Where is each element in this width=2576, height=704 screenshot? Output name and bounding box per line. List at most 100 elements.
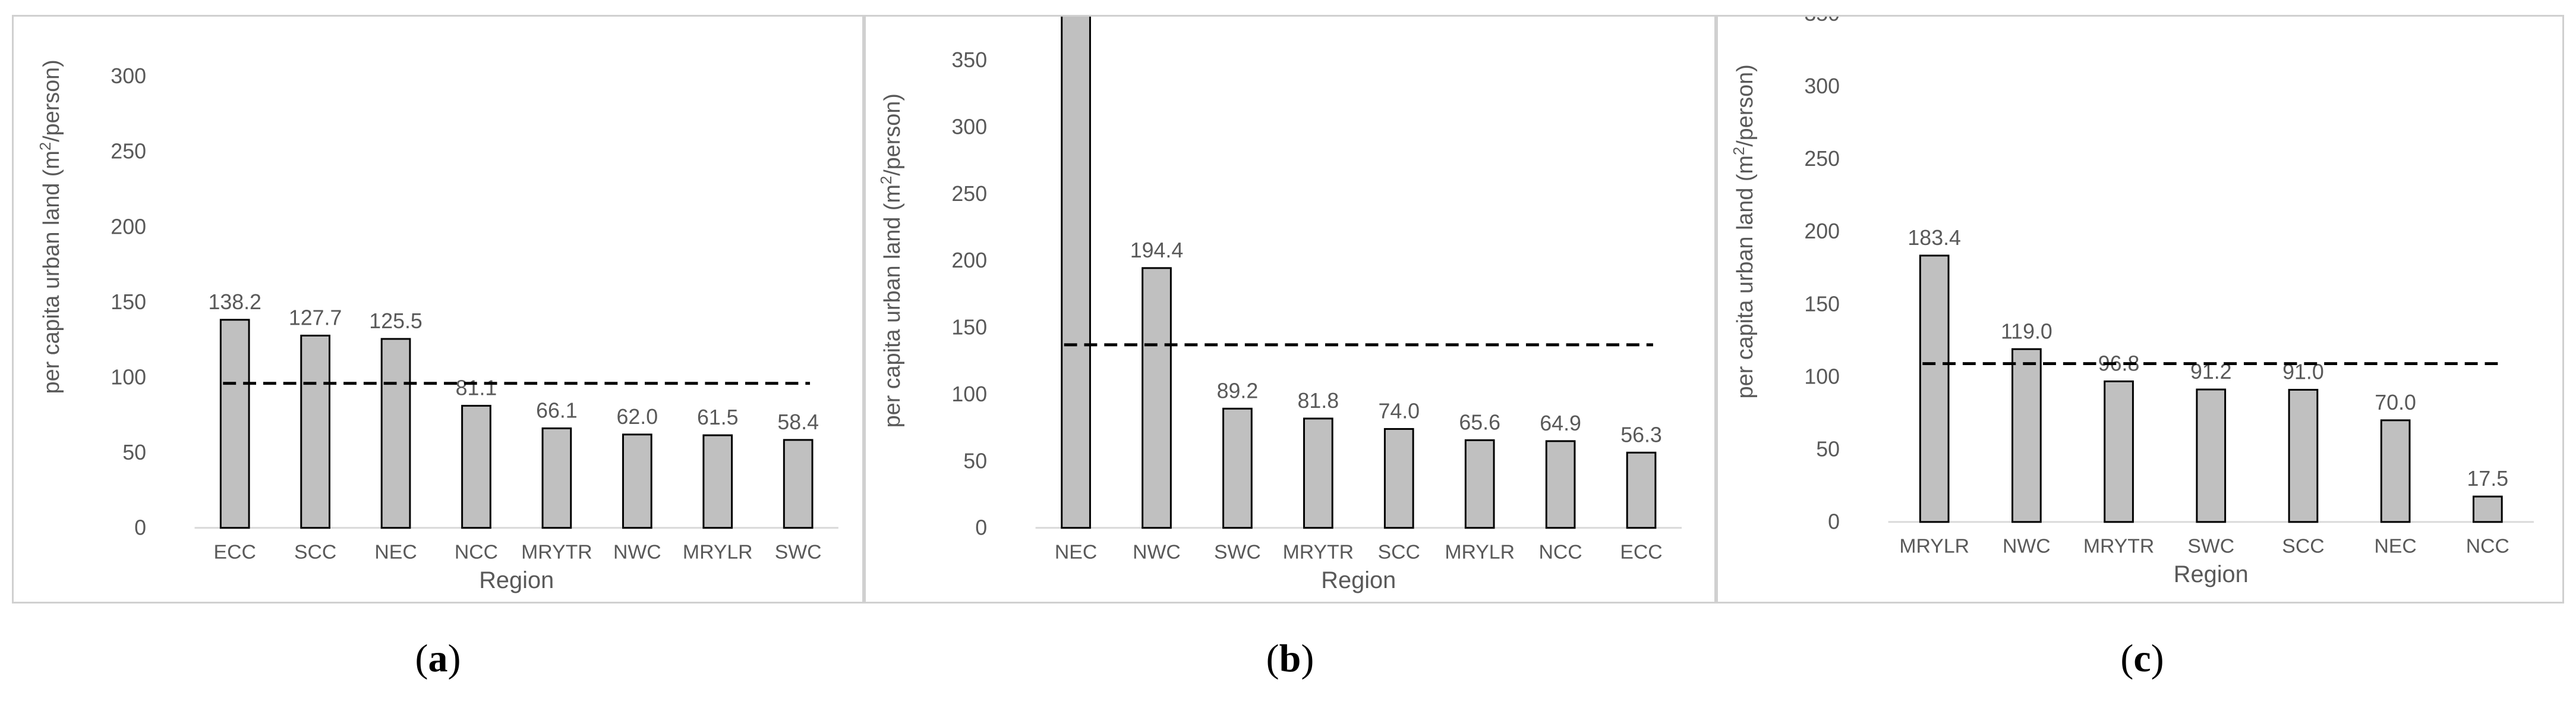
- chart-c-ylabel-text: per capita urban land (m: [1733, 155, 1758, 398]
- chart-a-xlabel: Region: [479, 567, 554, 593]
- caption-a-open: (: [415, 637, 428, 680]
- chart-c-ytick-label: 100: [1804, 364, 1840, 388]
- chart-b-category-label: MRYLR: [1445, 540, 1515, 563]
- caption-b-close: ): [1301, 637, 1314, 680]
- chart-b-ytick-label: 0: [975, 516, 987, 540]
- chart-b-bar: [1545, 440, 1576, 529]
- chart-b-ytick-label: 100: [951, 382, 987, 406]
- chart-c-bar: [2380, 419, 2411, 523]
- chart-c-data-label: 183.4: [1907, 226, 1961, 250]
- chart-c-data-label: 17.5: [2467, 467, 2509, 491]
- chart-c-bar: [2196, 388, 2227, 523]
- chart-a-category-label: MRYLR: [683, 540, 753, 563]
- chart-a-data-label: 127.7: [289, 306, 342, 330]
- chart-a-ytick-label: 250: [111, 140, 146, 164]
- chart-a-ytick-label: 150: [111, 290, 146, 314]
- chart-panel-b: 050100150200250300350400per capita urban…: [864, 15, 1716, 604]
- chart-c-ytick-label: 150: [1804, 292, 1840, 316]
- chart-c-bar: [2104, 380, 2134, 523]
- chart-c-ytick-label: 350: [1804, 17, 1840, 26]
- chart-b-category-label: NEC: [1055, 540, 1097, 563]
- chart-c-ylabel-superscript: 2: [1731, 147, 1748, 155]
- caption-b-letter: b: [1279, 637, 1301, 680]
- chart-c-ytick-label: 300: [1804, 74, 1840, 98]
- chart-b-ylabel-superscript: 2: [878, 176, 895, 184]
- chart-a-ytick-label: 300: [111, 64, 146, 88]
- chart-a-bar: [300, 334, 330, 529]
- chart-c-data-label: 119.0: [2001, 319, 2052, 343]
- chart-b-ylabel-unit: /person): [880, 93, 905, 175]
- chart-b-ytick-label: 150: [951, 316, 987, 340]
- chart-b-data-label: 64.9: [1540, 411, 1581, 435]
- chart-b-bar: [1142, 267, 1172, 529]
- chart-b-bar: [1626, 451, 1657, 529]
- chart-b-data-label: 65.6: [1459, 410, 1500, 434]
- caption-c-letter: c: [2133, 637, 2151, 680]
- chart-b-category-label: NWC: [1133, 540, 1181, 563]
- chart-b-data-label: 56.3: [1620, 423, 1662, 447]
- chart-a-category-label: SCC: [294, 540, 336, 563]
- chart-c-category-label: MRYLR: [1899, 535, 1969, 558]
- chart-c-category-label: SCC: [2282, 535, 2324, 558]
- chart-c-category-label: NWC: [2003, 535, 2051, 558]
- caption-c: (c): [2120, 636, 2164, 681]
- chart-b-bar: [1383, 428, 1414, 529]
- chart-a-data-label: 62.0: [617, 405, 658, 429]
- chart-b-category-label: MRYTR: [1283, 540, 1354, 563]
- chart-c-category-label: SWC: [2187, 535, 2234, 558]
- chart-b-bar: [1303, 417, 1333, 529]
- chart-a-bar: [380, 338, 411, 529]
- chart-b-category-label: ECC: [1620, 540, 1662, 563]
- chart-b-category-label: SCC: [1378, 540, 1420, 563]
- chart-a-ylabel-unit: /person): [39, 59, 64, 142]
- chart-c-ytick-label: 0: [1828, 510, 1840, 534]
- chart-b-category-label: NCC: [1539, 540, 1582, 563]
- chart-a-ytick-label: 200: [111, 215, 146, 238]
- chart-b-ytick-label: 350: [951, 48, 987, 72]
- chart-b-ylabel: per capita urban land (m2/person): [878, 93, 905, 428]
- chart-b-category-label: SWC: [1214, 540, 1261, 563]
- chart-b-data-label: 81.8: [1298, 389, 1339, 413]
- chart-a-bar: [783, 439, 814, 529]
- chart-a-data-label: 138.2: [208, 290, 261, 314]
- chart-a-data-label: 58.4: [777, 410, 819, 434]
- chart-panel-c: 050100150200250300350400per capita urban…: [1716, 15, 2564, 604]
- chart-c-category-label: NEC: [2375, 535, 2417, 558]
- chart-a-bar: [702, 434, 733, 529]
- caption-c-close: ): [2151, 637, 2164, 680]
- chart-c-ylabel: per capita urban land (m2/person): [1731, 64, 1758, 398]
- chart-c-bar: [1919, 254, 1950, 523]
- caption-a-letter: a: [428, 637, 448, 680]
- chart-a-category-label: ECC: [214, 540, 256, 563]
- chart-a-category-label: NCC: [455, 540, 498, 563]
- chart-b-svg: 050100150200250300350400per capita urban…: [878, 17, 1682, 593]
- chart-c-category-label: NCC: [2466, 535, 2509, 558]
- chart-a-category-label: NWC: [613, 540, 661, 563]
- chart-c-svg: 050100150200250300350400per capita urban…: [1731, 17, 2534, 587]
- caption-c-open: (: [2120, 637, 2134, 680]
- caption-b: (b): [1266, 636, 1314, 681]
- chart-b-ytick-label: 300: [951, 115, 987, 139]
- chart-b-ytick-label: 200: [951, 249, 987, 272]
- chart-c-ytick-label: 200: [1804, 219, 1840, 243]
- chart-a-data-label: 66.1: [536, 398, 578, 422]
- chart-a-ylabel: per capita urban land (m2/person): [37, 59, 64, 394]
- chart-b-data-label: 74.0: [1378, 400, 1420, 423]
- chart-c-bar: [2473, 495, 2503, 523]
- chart-b-xlabel: Region: [1321, 567, 1396, 593]
- chart-a-bar: [219, 319, 250, 529]
- chart-b-data-label: 194.4: [1130, 238, 1184, 262]
- chart-c-xlabel: Region: [2174, 561, 2249, 587]
- chart-panel-a: 050100150200250300350400per capita urban…: [12, 15, 864, 604]
- chart-c-ytick-label: 250: [1804, 147, 1840, 171]
- chart-b-bar: [1222, 407, 1253, 529]
- chart-a-svg: 050100150200250300350400per capita urban…: [37, 59, 838, 593]
- chart-b-bar: [1464, 439, 1495, 529]
- caption-b-open: (: [1266, 637, 1279, 680]
- chart-a-ytick-label: 100: [111, 365, 146, 389]
- chart-a-bar: [541, 427, 572, 529]
- chart-a-category-label: MRYTR: [521, 540, 592, 563]
- chart-c-bar: [2011, 348, 2042, 523]
- chart-b-data-label: 89.2: [1217, 379, 1259, 403]
